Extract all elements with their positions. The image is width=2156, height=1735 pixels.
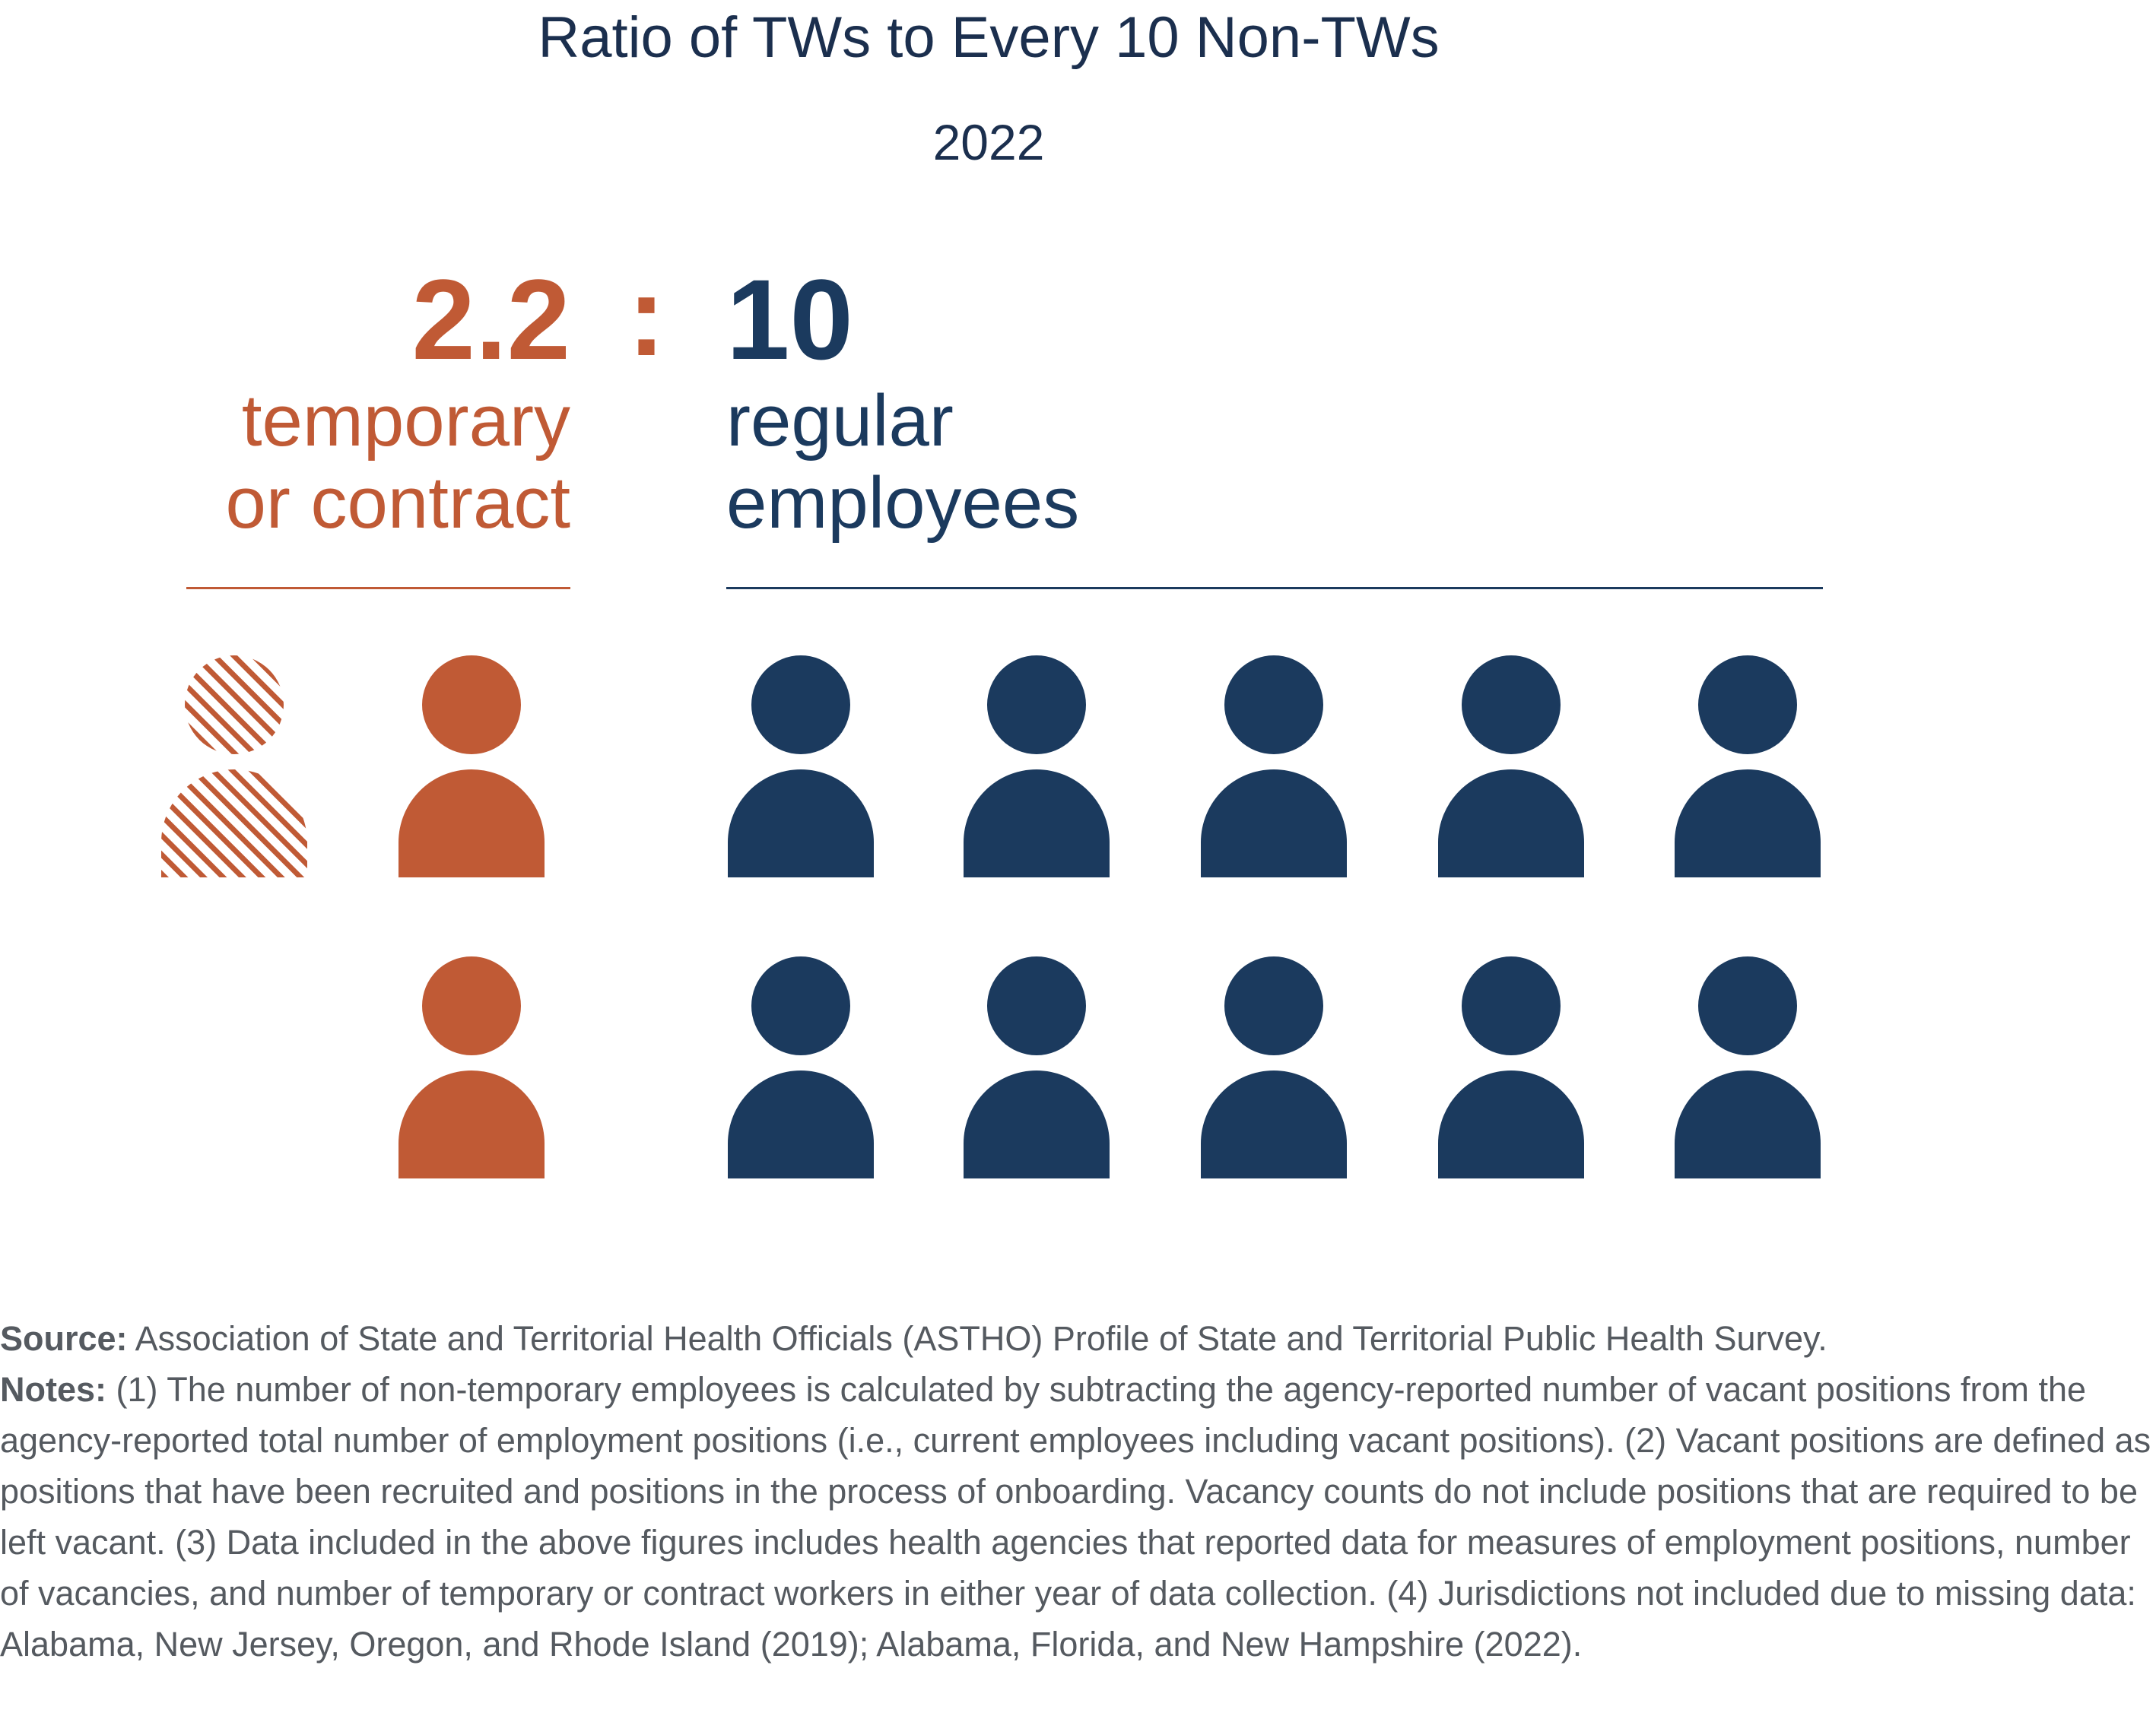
regular-employee-icon (964, 655, 1110, 877)
person-head (185, 655, 284, 754)
regular-employee-icon (964, 956, 1110, 1178)
person-head (422, 655, 521, 754)
regular-employee-icon (1201, 956, 1347, 1178)
person-body (1675, 769, 1821, 877)
regular-label: regular employees (726, 380, 1411, 544)
source-text: Association of State and Territorial Hea… (127, 1319, 1827, 1358)
pictogram-chart (161, 655, 1821, 1178)
regular-divider (726, 587, 1823, 589)
notes-block: Notes: (1) The number of non-temporary e… (0, 1364, 2156, 1670)
temporary-worker-icon (398, 655, 545, 877)
person-body (1438, 769, 1584, 877)
person-body (1201, 1070, 1347, 1178)
ratio-regular-value: 10 (726, 255, 853, 383)
notes-text: (1) The number of non-temporary employee… (0, 1370, 2151, 1664)
person-head (422, 956, 521, 1055)
person-body (1201, 769, 1347, 877)
temporary-worker-partial-icon (161, 655, 307, 877)
regular-employee-icon (1201, 655, 1347, 877)
chart-subtitle: 2022 (932, 114, 1045, 170)
person-head (1462, 655, 1561, 754)
person-body (1675, 1070, 1821, 1178)
person-head (1224, 956, 1323, 1055)
person-head (751, 655, 850, 754)
source-line: Source: Association of State and Territo… (0, 1313, 2156, 1364)
regular-label-line-1: regular (726, 380, 954, 462)
regular-label-line-2: employees (726, 462, 1080, 544)
temporary-worker-icon (398, 956, 545, 1178)
source-notes: Source: Association of State and Territo… (0, 1313, 2156, 1670)
regular-employee-icon (728, 956, 874, 1178)
person-head (987, 956, 1086, 1055)
person-body (728, 1070, 874, 1178)
regular-employee-icon (728, 655, 874, 877)
person-body (1438, 1070, 1584, 1178)
person-body (964, 769, 1110, 877)
person-body (964, 1070, 1110, 1178)
regular-employee-icon (1438, 956, 1584, 1178)
temporary-divider (186, 587, 570, 589)
person-head (1462, 956, 1561, 1055)
person-head (1224, 655, 1323, 754)
ratio-temporary-value: 2.2 (411, 255, 570, 383)
person-body (161, 769, 307, 877)
chart-title: Ratio of TWs to Every 10 Non-TWs (538, 5, 1440, 70)
temporary-label: temporary or contract (114, 380, 570, 544)
temporary-label-line-2: or contract (225, 462, 570, 544)
person-body (728, 769, 874, 877)
person-head (1698, 956, 1797, 1055)
regular-employee-icon (1438, 655, 1584, 877)
person-head (987, 655, 1086, 754)
person-body (398, 1070, 545, 1178)
source-label: Source: (0, 1319, 128, 1358)
person-head (751, 956, 850, 1055)
notes-label: Notes: (0, 1370, 107, 1409)
ratio-separator: : (627, 252, 665, 379)
temporary-label-line-1: temporary (241, 380, 570, 462)
regular-employee-icon (1675, 956, 1821, 1178)
person-head (1698, 655, 1797, 754)
regular-employee-icon (1675, 655, 1821, 877)
person-body (398, 769, 545, 877)
